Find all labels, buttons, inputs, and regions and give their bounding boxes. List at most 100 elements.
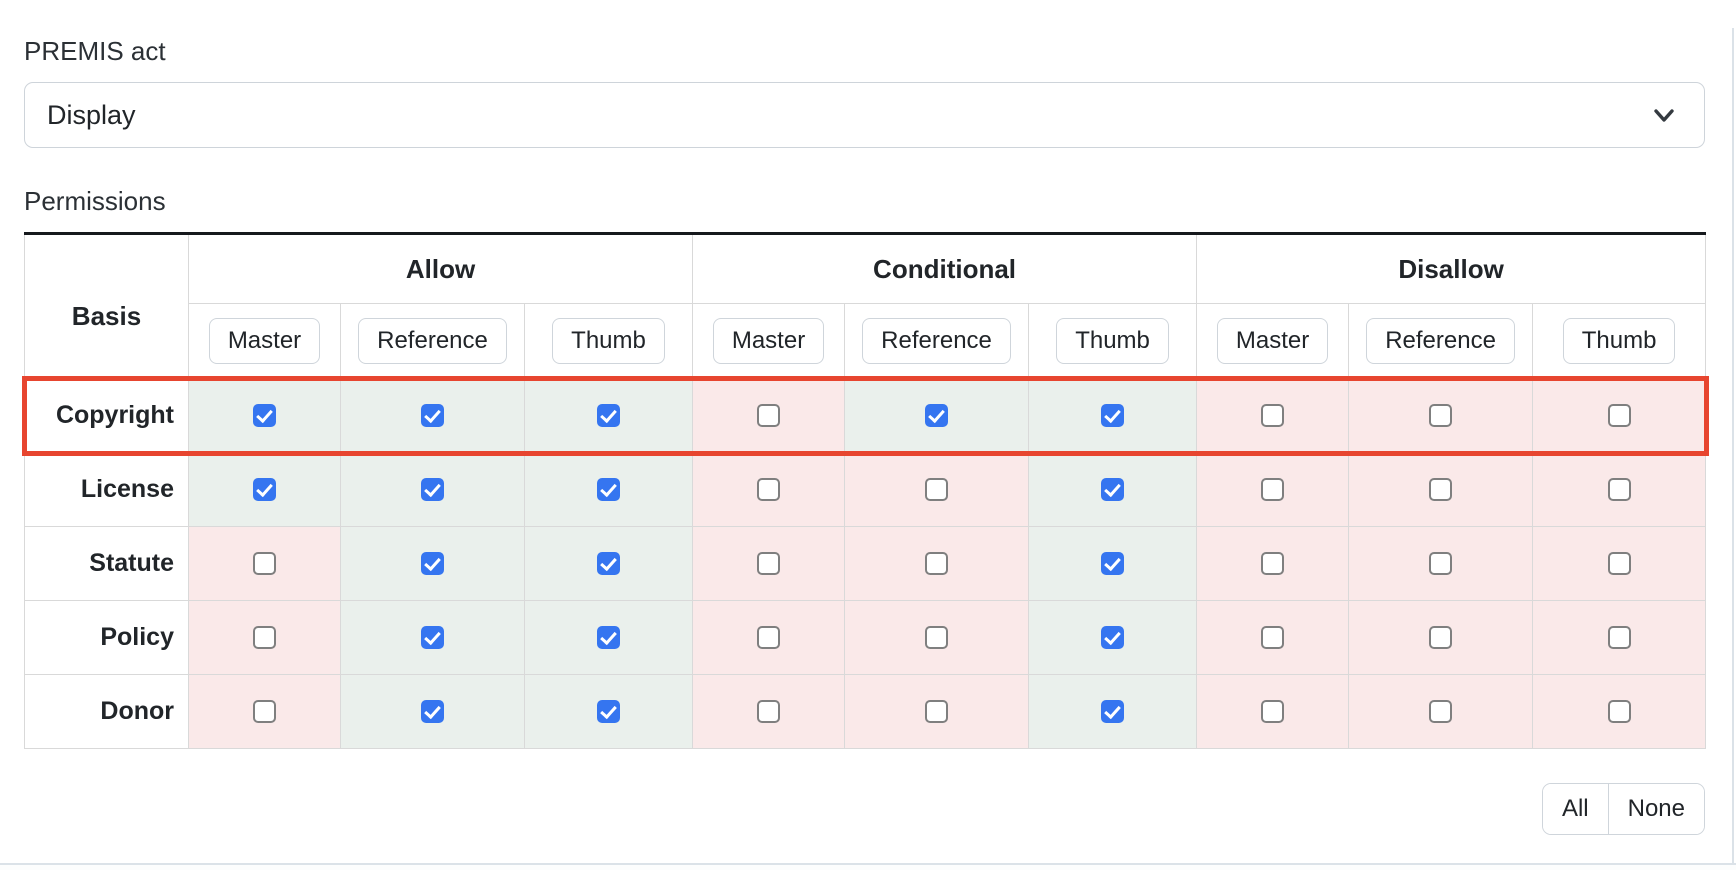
permission-cell (692, 674, 846, 749)
group-header-allow: Allow (187, 233, 694, 304)
permission-cell (523, 674, 694, 749)
checkbox-policy-conditional-reference[interactable] (925, 626, 949, 649)
checkbox-statute-allow-thumb[interactable] (597, 552, 621, 575)
checkbox-copyright-allow-thumb[interactable] (597, 404, 621, 427)
permission-cell (188, 674, 341, 749)
column-header-cell: Reference (844, 303, 1030, 379)
checkbox-donor-conditional-master[interactable] (757, 700, 781, 723)
checkbox-statute-disallow-reference[interactable] (1429, 552, 1453, 575)
permission-cell (1196, 378, 1350, 453)
checkbox-copyright-allow-master[interactable] (253, 404, 276, 427)
checkbox-statute-conditional-thumb[interactable] (1101, 552, 1125, 575)
column-toggle-conditional-thumb[interactable]: Thumb (1056, 318, 1169, 364)
column-toggle-disallow-thumb[interactable]: Thumb (1562, 318, 1676, 364)
section-divider (0, 863, 1736, 870)
column-header-cell: Thumb (523, 303, 694, 379)
permission-cell (1028, 674, 1198, 749)
checkbox-policy-disallow-master[interactable] (1261, 626, 1285, 649)
row-label: License (24, 452, 189, 527)
permission-cell (340, 378, 525, 453)
checkbox-copyright-conditional-master[interactable] (757, 404, 781, 427)
permission-cell (1348, 526, 1534, 601)
checkbox-statute-disallow-master[interactable] (1261, 552, 1285, 575)
checkbox-policy-allow-reference[interactable] (421, 626, 444, 649)
permission-cell (1532, 378, 1707, 453)
checkbox-statute-allow-master[interactable] (253, 552, 276, 575)
column-toggle-allow-master[interactable]: Master (208, 318, 321, 364)
checkbox-license-disallow-thumb[interactable] (1607, 478, 1631, 501)
checkbox-donor-conditional-thumb[interactable] (1101, 700, 1125, 723)
permission-cell (1532, 526, 1707, 601)
permission-cell (1028, 378, 1198, 453)
checkbox-policy-conditional-thumb[interactable] (1101, 626, 1125, 649)
checkbox-copyright-conditional-reference[interactable] (925, 404, 949, 427)
row-label: Policy (24, 600, 189, 675)
checkbox-statute-conditional-reference[interactable] (925, 552, 949, 575)
checkbox-statute-allow-reference[interactable] (421, 552, 444, 575)
checkbox-donor-disallow-thumb[interactable] (1607, 700, 1631, 723)
checkbox-copyright-conditional-thumb[interactable] (1101, 404, 1125, 427)
checkbox-copyright-allow-reference[interactable] (421, 404, 444, 427)
premis-act-select[interactable]: Display (24, 82, 1705, 148)
permission-cell (1196, 526, 1350, 601)
chevron-down-icon (1650, 101, 1678, 129)
permission-cell (188, 452, 341, 527)
checkbox-donor-disallow-reference[interactable] (1429, 700, 1453, 723)
column-header-cell: Master (1196, 303, 1350, 379)
checkbox-copyright-disallow-thumb[interactable] (1607, 404, 1631, 427)
checkbox-policy-allow-master[interactable] (253, 626, 276, 649)
checkbox-copyright-disallow-master[interactable] (1261, 404, 1285, 427)
checkbox-donor-allow-reference[interactable] (421, 700, 444, 723)
column-toggle-conditional-master[interactable]: Master (712, 318, 825, 364)
column-toggle-allow-thumb[interactable]: Thumb (552, 318, 665, 364)
checkbox-license-conditional-master[interactable] (757, 478, 781, 501)
checkbox-policy-allow-thumb[interactable] (597, 626, 621, 649)
checkbox-license-disallow-master[interactable] (1261, 478, 1285, 501)
checkbox-license-allow-reference[interactable] (421, 478, 444, 501)
permission-cell (844, 526, 1030, 601)
column-toggle-conditional-reference[interactable]: Reference (862, 318, 1011, 364)
row-label: Statute (24, 526, 189, 601)
table-row-license: License (24, 452, 1707, 527)
permission-cell (844, 452, 1030, 527)
checkbox-license-conditional-reference[interactable] (925, 478, 949, 501)
all-button[interactable]: All (1542, 784, 1608, 834)
permission-cell (523, 526, 694, 601)
permission-cell (692, 378, 846, 453)
permission-cell (844, 378, 1030, 453)
checkbox-donor-allow-thumb[interactable] (597, 700, 621, 723)
checkbox-statute-conditional-master[interactable] (757, 552, 781, 575)
permissions-table: Basis Allow Conditional Disallow Master Refer… (21, 232, 1709, 749)
permission-cell (692, 452, 846, 527)
checkbox-policy-conditional-master[interactable] (757, 626, 781, 649)
checkbox-donor-disallow-master[interactable] (1261, 700, 1285, 723)
checkbox-donor-conditional-reference[interactable] (925, 700, 949, 723)
checkbox-copyright-disallow-reference[interactable] (1429, 404, 1453, 427)
column-header-cell: Reference (1348, 303, 1534, 379)
permission-cell (844, 600, 1030, 675)
panel-right-border (1732, 28, 1734, 870)
checkbox-policy-disallow-thumb[interactable] (1607, 626, 1631, 649)
permission-cell (1348, 600, 1534, 675)
permission-cell (692, 526, 846, 601)
permission-cell (1348, 674, 1534, 749)
checkbox-policy-disallow-reference[interactable] (1429, 626, 1453, 649)
premis-act-label: PREMIS act (24, 36, 166, 66)
permission-cell (340, 452, 525, 527)
permission-cell (1348, 378, 1534, 453)
column-toggle-disallow-master[interactable]: Master (1216, 318, 1329, 364)
none-button[interactable]: None (1607, 784, 1704, 834)
checkbox-license-disallow-reference[interactable] (1429, 478, 1453, 501)
all-none-button-group: All None (1541, 783, 1705, 835)
permission-cell (340, 526, 525, 601)
permission-cell (1028, 452, 1198, 527)
column-toggle-disallow-reference[interactable]: Reference (1366, 318, 1515, 364)
checkbox-license-allow-thumb[interactable] (597, 478, 621, 501)
column-toggle-allow-reference[interactable]: Reference (358, 318, 507, 364)
column-header-cell: Thumb (1532, 303, 1707, 379)
permission-cell (844, 674, 1030, 749)
checkbox-license-conditional-thumb[interactable] (1101, 478, 1125, 501)
checkbox-donor-allow-master[interactable] (253, 700, 276, 723)
checkbox-statute-disallow-thumb[interactable] (1607, 552, 1631, 575)
checkbox-license-allow-master[interactable] (253, 478, 276, 501)
